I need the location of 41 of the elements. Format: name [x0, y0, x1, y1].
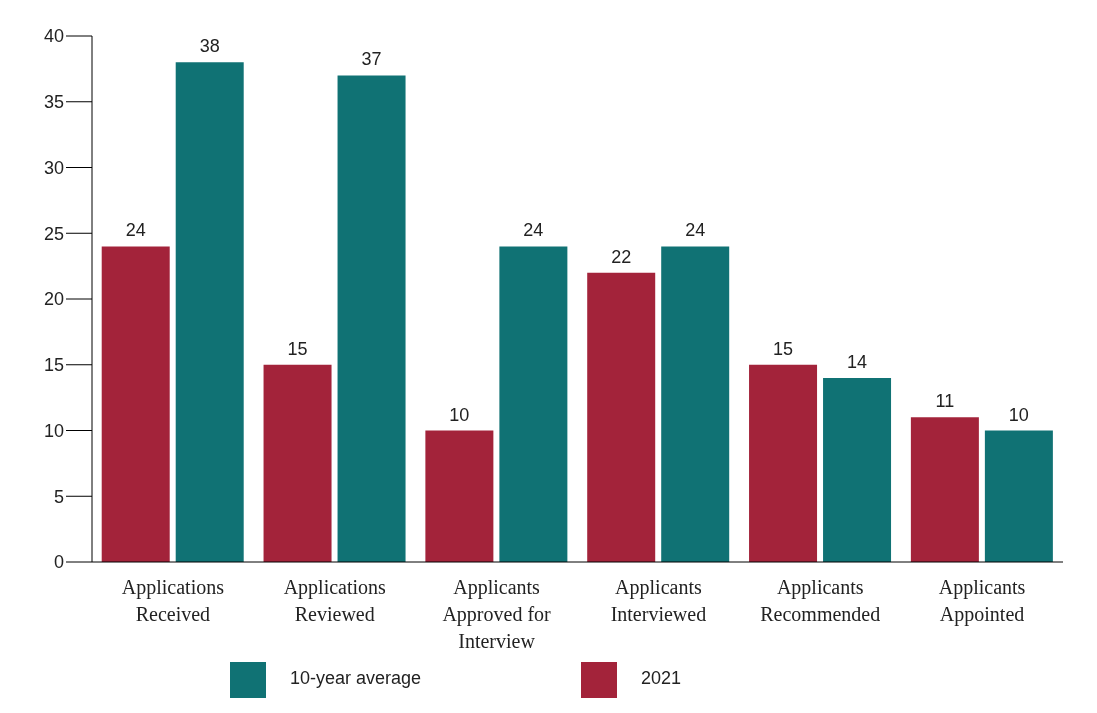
data-label: 15 — [773, 338, 794, 359]
y-tick-label: 10 — [43, 420, 64, 441]
x-tick-label: Applications Received — [121, 576, 225, 625]
data-label: 14 — [847, 351, 868, 372]
y-tick-label: 20 — [43, 289, 64, 310]
data-label: 10 — [449, 404, 470, 425]
x-tick-label: Applicants Appointed — [938, 576, 1026, 626]
bar — [499, 246, 568, 562]
y-tick-label: 35 — [43, 92, 64, 113]
y-tick-label: 5 — [53, 486, 64, 507]
data-label: 11 — [935, 391, 955, 412]
x-tick-label: Applicants Interviewed — [610, 576, 707, 625]
bar — [337, 75, 406, 562]
bar — [175, 62, 244, 562]
data-label: 15 — [287, 338, 308, 359]
bar — [263, 364, 332, 562]
legend-label: 10-year average — [289, 668, 422, 689]
data-label: 24 — [523, 220, 544, 241]
y-tick-label: 25 — [43, 223, 64, 244]
y-tick-label: 0 — [53, 552, 64, 573]
data-label: 22 — [611, 246, 632, 267]
bar — [587, 272, 656, 562]
x-tick-label: Applicants Approved for Interview — [442, 576, 552, 652]
data-label: 37 — [361, 49, 382, 70]
bar — [749, 364, 818, 562]
x-tick-label: Applicants Recommended — [760, 576, 881, 625]
y-tick-label: 15 — [43, 355, 64, 376]
y-tick-label: 40 — [43, 26, 64, 47]
bar — [101, 246, 170, 562]
data-label: 24 — [125, 220, 146, 241]
data-label: 10 — [1008, 404, 1029, 425]
legend-label: 2021 — [641, 668, 682, 689]
bar — [910, 417, 979, 562]
bar — [661, 246, 730, 562]
y-tick-label: 30 — [43, 157, 64, 178]
bar — [984, 430, 1053, 562]
bar — [823, 377, 892, 562]
x-tick-label: Applications Reviewed — [283, 576, 387, 625]
data-label: 24 — [685, 220, 706, 241]
data-label: 38 — [199, 36, 220, 57]
bar — [425, 430, 494, 562]
